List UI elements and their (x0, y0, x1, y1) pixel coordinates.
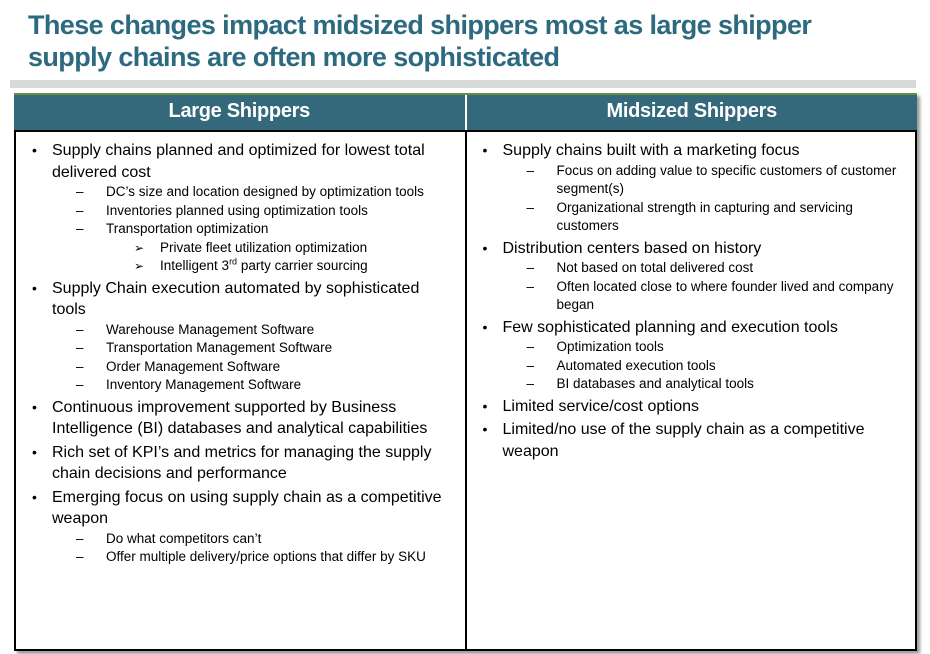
bullet-marker: – (526, 162, 535, 178)
column-large-shippers: • Supply chains planned and optimized for… (16, 132, 467, 649)
list-item-text: Intelligent 3rd party carrier sourcing (160, 256, 368, 273)
list-item-text: Not based on total delivered cost (556, 260, 754, 275)
bullet-marker: – (526, 339, 535, 354)
list-item-text: Warehouse Management Software (106, 321, 315, 337)
bullet-marker: ➢ (134, 240, 145, 255)
list-item: – Focus on adding value to specific custo… (473, 162, 898, 199)
list-item: – Transportation optimization (22, 220, 447, 239)
bullet-marker: – (526, 199, 535, 215)
list-item: – Automated execution tools (473, 357, 898, 376)
list-item-text: Inventory Management Software (106, 377, 302, 392)
list-item-text: Organizational strength in capturing and… (556, 199, 853, 234)
bullet-marker: • (32, 443, 37, 460)
list-item: ➢ Intelligent 3rd party carrier sourcing (22, 257, 447, 276)
bullet-marker: • (32, 488, 37, 505)
bullet-marker: • (32, 142, 37, 158)
list-item-text: Optimization tools (556, 339, 664, 354)
list-item: • Rich set of KPI’s and metrics for manag… (22, 442, 447, 485)
bullet-marker: – (76, 221, 84, 236)
list-item: • Limited service/cost options (473, 396, 898, 418)
bullet-marker: – (76, 358, 84, 374)
bullet-marker: • (482, 239, 488, 256)
comparison-table: Large Shippers Midsized Shippers • Supply… (14, 93, 917, 651)
list-item: – Inventory Management Software (22, 376, 447, 395)
list-item-text: Do what competitors can’t (106, 530, 262, 546)
list-item-text: Automated execution tools (556, 357, 716, 373)
list-item-text: Emerging focus on using supply chain as … (52, 488, 442, 528)
list-item: – Do what competitors can’t (22, 530, 447, 549)
list-item-text: Offer multiple delivery/price options th… (106, 549, 426, 564)
bullet-marker: – (526, 357, 535, 373)
bullet-marker: – (526, 376, 535, 391)
list-item: • Distribution centers based on history (473, 238, 898, 260)
list-item: – Optimization tools (473, 338, 898, 357)
list-item: – Organizational strength in capturing an… (473, 199, 898, 236)
bullet-marker: ➢ (134, 259, 145, 273)
list-item: – Not based on total delivered cost (473, 259, 898, 278)
list-item: – Transportation Management Software (22, 339, 447, 358)
list-item-text: Rich set of KPI’s and metrics for managi… (52, 443, 432, 483)
list-item: ➢ Private fleet utilization optimization (22, 239, 447, 258)
list-item-text: DC’s size and location designed by optim… (106, 184, 424, 199)
bullet-marker: – (76, 202, 84, 218)
list-item: – Warehouse Management Software (22, 321, 447, 340)
list-item: – Order Management Software (22, 358, 447, 377)
list-item-text: Continuous improvement supported by Busi… (52, 398, 428, 438)
bullet-marker: – (76, 549, 84, 564)
bullet-marker: • (32, 279, 37, 296)
list-item: – Inventories planned using optimization … (22, 202, 447, 221)
list-item-text: Often located close to where founder liv… (556, 278, 894, 313)
list-item-text: Supply chains planned and optimized for … (52, 142, 425, 181)
bullet-marker: • (482, 397, 488, 414)
list-item-text: Order Management Software (106, 358, 281, 374)
bullet-marker: – (526, 278, 535, 294)
list-item-text: Transportation Management Software (106, 340, 333, 355)
list-item: • Limited/no use of the supply chain as a… (473, 419, 898, 462)
list-item: • Emerging focus on using supply chain as… (22, 487, 447, 530)
list-item: • Few sophisticated planning and executio… (473, 317, 898, 339)
list-item: • Supply chains built with a marketing fo… (473, 140, 898, 162)
page-title: These changes impact midsized shippers m… (28, 10, 812, 72)
list-item-text: Few sophisticated planning and execution… (502, 318, 838, 336)
column-midsized-shippers: • Supply chains built with a marketing fo… (467, 132, 916, 649)
column-header-large-shippers: Large Shippers (14, 95, 467, 130)
bullet-marker: – (76, 340, 84, 355)
list-item: – Often located close to where founder li… (473, 278, 898, 315)
bullet-marker: • (32, 398, 37, 415)
list-item-text: Limited service/cost options (502, 397, 700, 415)
list-item: – BI databases and analytical tools (473, 375, 898, 394)
column-header-midsized-shippers: Midsized Shippers (606, 100, 778, 122)
list-item-text: Private fleet utilization optimization (160, 239, 368, 255)
list-item-text: Distribution centers based on history (502, 239, 762, 257)
title-underline-bar (10, 80, 916, 88)
table-header-row: Large Shippers Midsized Shippers (14, 93, 917, 130)
bullet-marker: – (526, 260, 535, 275)
list-item-text: Supply Chain execution automated by soph… (52, 279, 420, 319)
list-item-text: BI databases and analytical tools (556, 376, 754, 391)
table-body-row: • Supply chains planned and optimized for… (14, 130, 917, 651)
list-item: • Supply Chain execution automated by sop… (22, 278, 447, 321)
bullet-marker: • (482, 142, 488, 158)
bullet-marker: – (76, 530, 84, 546)
list-item-text: Focus on adding value to specific custom… (556, 162, 897, 197)
list-item: – Offer multiple delivery/price options t… (22, 548, 447, 567)
list-item-text: Limited/no use of the supply chain as a … (502, 421, 865, 460)
list-item-text: Transportation optimization (106, 221, 269, 236)
list-item-text: Inventories planned using optimization t… (106, 202, 368, 218)
list-item-text: Supply chains built with a marketing foc… (502, 142, 800, 159)
list-item: – DC’s size and location designed by opti… (22, 183, 447, 202)
list-item: • Continuous improvement supported by Bus… (22, 397, 447, 440)
bullet-marker: – (76, 377, 84, 392)
bullet-marker: • (482, 421, 488, 437)
bullet-marker: – (76, 184, 84, 199)
bullet-marker: – (76, 321, 84, 337)
bullet-marker: • (482, 318, 488, 335)
list-item: • Supply chains planned and optimized for… (22, 140, 447, 183)
